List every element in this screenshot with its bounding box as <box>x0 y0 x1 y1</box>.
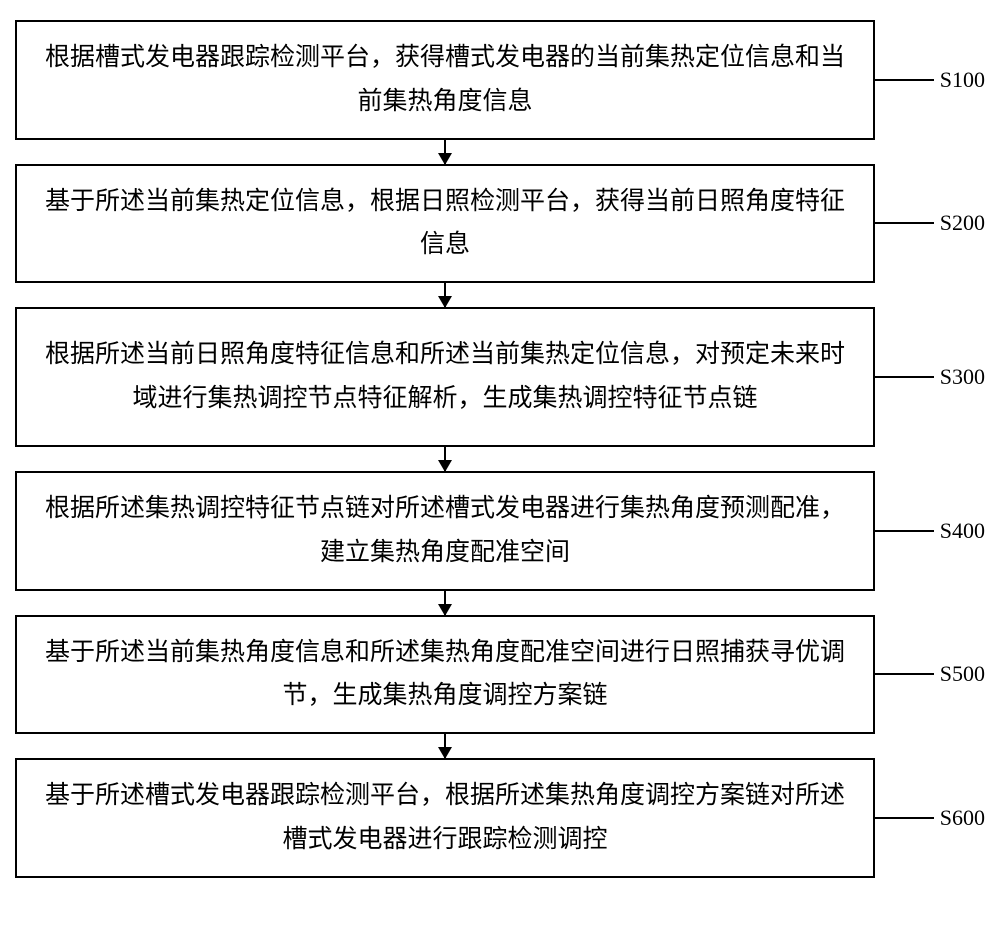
flow-box-text: 基于所述当前集热角度信息和所述集热角度配准空间进行日照捕获寻优调节，生成集热角度… <box>45 631 845 719</box>
flow-box-s300: 根据所述当前日照角度特征信息和所述当前集热定位信息，对预定未来时域进行集热调控节… <box>15 307 875 447</box>
arrow-icon <box>444 447 446 471</box>
flowchart-container: 根据槽式发电器跟踪检测平台，获得槽式发电器的当前集热定位信息和当前集热角度信息 … <box>15 20 985 878</box>
connector-line <box>875 79 934 81</box>
arrow-icon <box>444 283 446 307</box>
connector-line <box>875 817 934 819</box>
step-label: S400 <box>934 518 985 544</box>
connector-line <box>875 673 934 675</box>
flow-row: 根据所述集热调控特征节点链对所述槽式发电器进行集热角度预测配准，建立集热角度配准… <box>15 471 985 591</box>
flow-box-text: 基于所述当前集热定位信息，根据日照检测平台，获得当前日照角度特征信息 <box>45 180 845 268</box>
label-connector: S200 <box>875 210 985 236</box>
flow-box-s100: 根据槽式发电器跟踪检测平台，获得槽式发电器的当前集热定位信息和当前集热角度信息 <box>15 20 875 140</box>
flow-box-text: 根据所述当前日照角度特征信息和所述当前集热定位信息，对预定未来时域进行集热调控节… <box>45 333 845 421</box>
flow-row: 基于所述槽式发电器跟踪检测平台，根据所述集热角度调控方案链对所述槽式发电器进行跟… <box>15 758 985 878</box>
step-label: S600 <box>934 805 985 831</box>
arrow-icon <box>444 140 446 164</box>
step-label: S300 <box>934 364 985 390</box>
flow-row: 基于所述当前集热定位信息，根据日照检测平台，获得当前日照角度特征信息 S200 <box>15 164 985 284</box>
arrow-wrap <box>15 283 985 307</box>
label-connector: S600 <box>875 805 985 831</box>
arrow-wrap <box>15 140 985 164</box>
label-connector: S500 <box>875 661 985 687</box>
connector-line <box>875 530 934 532</box>
flow-box-s500: 基于所述当前集热角度信息和所述集热角度配准空间进行日照捕获寻优调节，生成集热角度… <box>15 615 875 735</box>
flow-box-s200: 基于所述当前集热定位信息，根据日照检测平台，获得当前日照角度特征信息 <box>15 164 875 284</box>
flow-row: 根据槽式发电器跟踪检测平台，获得槽式发电器的当前集热定位信息和当前集热角度信息 … <box>15 20 985 140</box>
arrow-wrap <box>15 734 985 758</box>
flow-box-s600: 基于所述槽式发电器跟踪检测平台，根据所述集热角度调控方案链对所述槽式发电器进行跟… <box>15 758 875 878</box>
label-connector: S300 <box>875 364 985 390</box>
flow-box-text: 根据槽式发电器跟踪检测平台，获得槽式发电器的当前集热定位信息和当前集热角度信息 <box>45 36 845 124</box>
connector-line <box>875 376 934 378</box>
flow-box-text: 根据所述集热调控特征节点链对所述槽式发电器进行集热角度预测配准，建立集热角度配准… <box>45 487 845 575</box>
connector-line <box>875 222 934 224</box>
step-label: S100 <box>934 67 985 93</box>
arrow-wrap <box>15 447 985 471</box>
arrow-icon <box>444 591 446 615</box>
flow-row: 基于所述当前集热角度信息和所述集热角度配准空间进行日照捕获寻优调节，生成集热角度… <box>15 615 985 735</box>
arrow-icon <box>444 734 446 758</box>
flow-box-s400: 根据所述集热调控特征节点链对所述槽式发电器进行集热角度预测配准，建立集热角度配准… <box>15 471 875 591</box>
step-label: S500 <box>934 661 985 687</box>
label-connector: S400 <box>875 518 985 544</box>
flow-box-text: 基于所述槽式发电器跟踪检测平台，根据所述集热角度调控方案链对所述槽式发电器进行跟… <box>45 774 845 862</box>
flow-row: 根据所述当前日照角度特征信息和所述当前集热定位信息，对预定未来时域进行集热调控节… <box>15 307 985 447</box>
arrow-wrap <box>15 591 985 615</box>
step-label: S200 <box>934 210 985 236</box>
label-connector: S100 <box>875 67 985 93</box>
